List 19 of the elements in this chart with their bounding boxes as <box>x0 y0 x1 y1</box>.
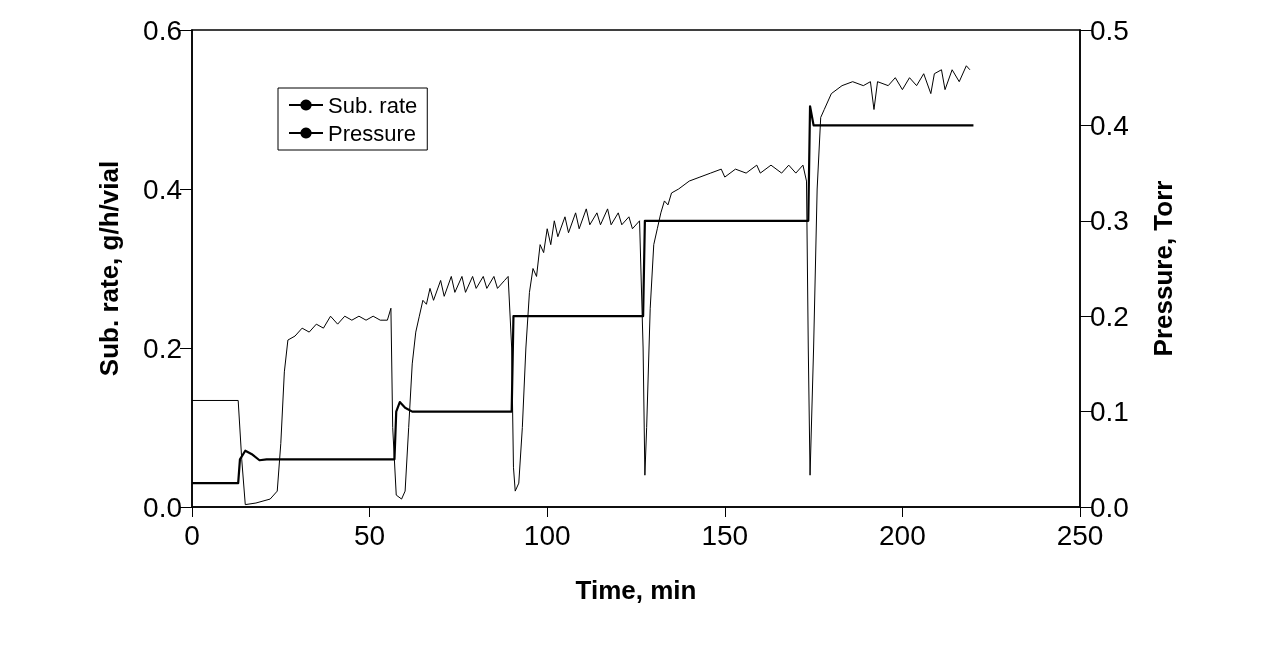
x-tick-label: 100 <box>523 519 571 551</box>
x-tick-label: 150 <box>701 519 749 551</box>
x-tick-label: 50 <box>354 519 386 551</box>
y-tick-label: 0.2 <box>143 332 182 364</box>
x-axis-title: Time, min <box>575 575 697 605</box>
x-tick-label: 200 <box>879 519 926 551</box>
y2-tick-label: 0.3 <box>1090 205 1129 237</box>
y2-axis-title: Pressure, Torr <box>1148 180 1178 357</box>
x-tick-label: 0 <box>184 519 200 551</box>
legend-label: Pressure <box>328 120 417 146</box>
y-tick-label: 0.4 <box>143 173 182 205</box>
y2-tick-label: 0.4 <box>1090 109 1129 141</box>
y-axis-title: Sub. rate, g/h/vial <box>94 160 124 377</box>
y-tick-label: 0.0 <box>143 491 182 523</box>
y2-tick-label: 0.1 <box>1090 396 1129 428</box>
y2-tick-label: 0.2 <box>1090 300 1129 332</box>
y-tick-label: 0.6 <box>143 14 182 46</box>
legend-label: Sub. rate <box>328 92 418 118</box>
y2-tick-label: 0.5 <box>1090 14 1129 46</box>
